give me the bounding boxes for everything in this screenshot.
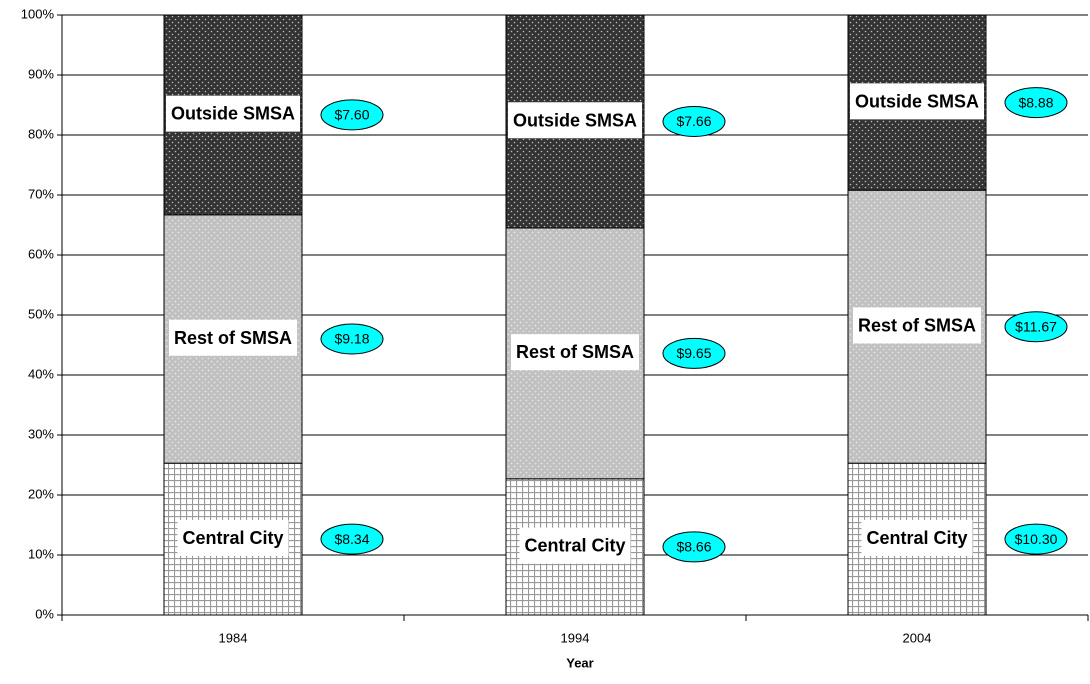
segment-label-bg (852, 307, 982, 344)
segment-label: Outside SMSA (855, 91, 979, 111)
wage-bubble (1004, 87, 1068, 119)
wage-bubble (662, 531, 726, 563)
wage-label: $9.18 (334, 331, 369, 347)
x-tick-label: 2004 (903, 630, 932, 645)
y-tick-label: 50% (28, 306, 54, 321)
wage-label: $8.34 (334, 531, 369, 547)
wage-bubble (1004, 523, 1068, 555)
x-axis-title: Year (566, 655, 593, 670)
wage-bubble (320, 523, 384, 555)
y-tick-label: 40% (28, 366, 54, 381)
segment-label: Central City (524, 536, 625, 556)
y-tick-label: 90% (28, 66, 54, 81)
y-tick-label: 20% (28, 486, 54, 501)
segment-label: Outside SMSA (171, 104, 295, 124)
y-tick-label: 70% (28, 186, 54, 201)
wage-label: $11.67 (1015, 318, 1057, 334)
x-tick-label: 1984 (219, 630, 248, 645)
wage-label: $7.66 (676, 113, 711, 129)
wage-bubble (662, 337, 726, 369)
segment-label: Rest of SMSA (516, 342, 634, 362)
segment-label-bg (510, 334, 640, 371)
wage-label: $8.66 (676, 539, 711, 555)
segment-label-bg (507, 102, 643, 139)
y-tick-label: 100% (21, 6, 55, 21)
x-tick-label: 1994 (561, 630, 590, 645)
wage-label: $8.88 (1018, 94, 1053, 110)
y-tick-label: 60% (28, 246, 54, 261)
segment-label: Rest of SMSA (858, 315, 976, 335)
y-tick-label: 30% (28, 426, 54, 441)
segment-label-bg (519, 527, 631, 564)
wage-label: $7.60 (334, 107, 369, 123)
y-tick-label: 0% (35, 606, 54, 621)
segment-label: Outside SMSA (513, 110, 637, 130)
segment-label-bg (849, 83, 985, 120)
wage-bubble (662, 106, 726, 137)
wage-bubble (1004, 311, 1068, 343)
wage-bubble (320, 99, 384, 131)
segment-label: Central City (182, 528, 283, 548)
segment-label-bg (177, 519, 289, 556)
wage-label: $9.65 (676, 345, 711, 361)
y-tick-label: 80% (28, 126, 54, 141)
wage-bubble (320, 323, 384, 355)
segment-label-bg (861, 519, 973, 556)
segment-label: Central City (866, 528, 967, 548)
segment-label-bg (168, 319, 298, 356)
y-tick-label: 10% (28, 546, 54, 561)
wage-label: $10.30 (1015, 531, 1058, 547)
segment-label: Rest of SMSA (174, 328, 292, 348)
segment-label-bg (165, 95, 301, 132)
